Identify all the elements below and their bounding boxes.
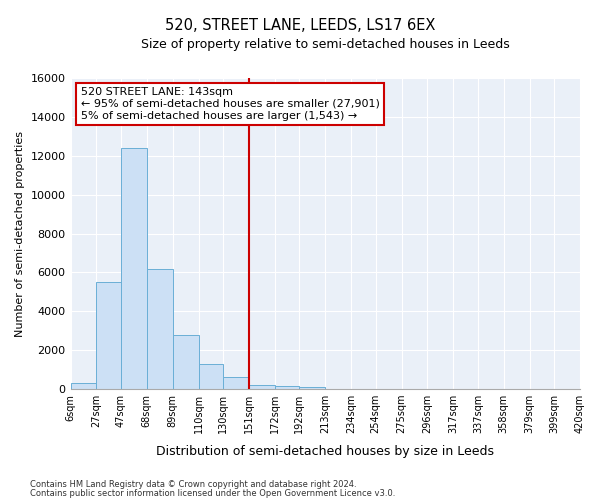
Bar <box>97 282 121 389</box>
Text: Contains public sector information licensed under the Open Government Licence v3: Contains public sector information licen… <box>30 489 395 498</box>
Bar <box>147 268 173 389</box>
X-axis label: Distribution of semi-detached houses by size in Leeds: Distribution of semi-detached houses by … <box>156 444 494 458</box>
Y-axis label: Number of semi-detached properties: Number of semi-detached properties <box>15 130 25 336</box>
Bar <box>275 386 299 389</box>
Bar <box>223 378 249 389</box>
Bar <box>71 383 97 389</box>
Text: Contains HM Land Registry data © Crown copyright and database right 2024.: Contains HM Land Registry data © Crown c… <box>30 480 356 489</box>
Bar <box>249 385 275 389</box>
Bar <box>173 334 199 389</box>
Bar <box>299 387 325 389</box>
Bar <box>121 148 147 389</box>
Bar <box>199 364 223 389</box>
Text: 520 STREET LANE: 143sqm
← 95% of semi-detached houses are smaller (27,901)
5% of: 520 STREET LANE: 143sqm ← 95% of semi-de… <box>81 88 380 120</box>
Title: Size of property relative to semi-detached houses in Leeds: Size of property relative to semi-detach… <box>141 38 509 51</box>
Text: 520, STREET LANE, LEEDS, LS17 6EX: 520, STREET LANE, LEEDS, LS17 6EX <box>165 18 435 32</box>
